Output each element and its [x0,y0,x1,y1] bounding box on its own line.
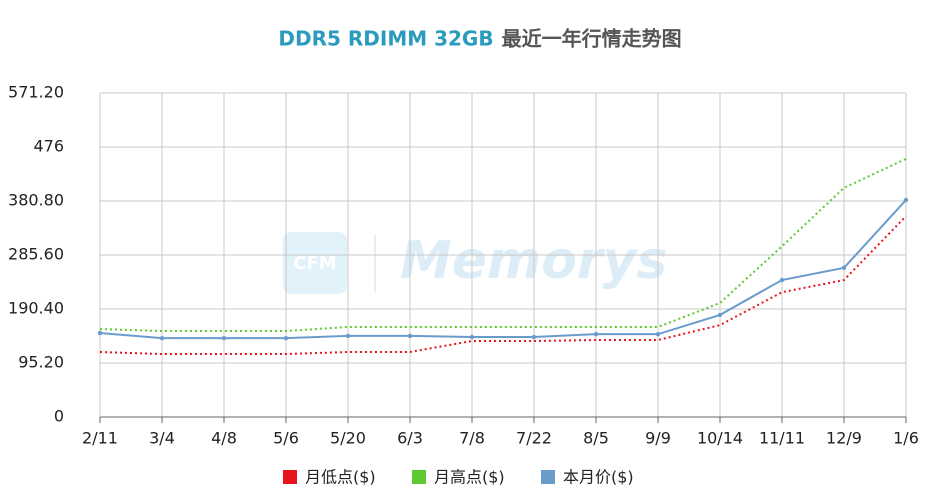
point [779,277,785,283]
point [221,335,227,341]
legend-item: 月低点($) [283,468,376,487]
legend-item: 本月价($) [541,468,634,487]
y-tick-label: 285.60 [8,245,64,264]
point [283,335,289,341]
x-tick-label: 6/3 [397,429,423,448]
chart-title-product: DDR5 RDIMM 32GB [278,27,493,51]
y-tick-label: 571.20 [8,83,64,102]
series-line [99,215,907,356]
y-tick-label: 380.80 [8,191,64,210]
x-tick-label: 11/11 [759,429,805,448]
x-tick-label: 7/22 [516,429,552,448]
point [159,335,165,341]
watermark-logo: CFM [293,253,336,274]
point [655,331,661,337]
x-tick-label: 2/11 [82,429,118,448]
point [97,330,103,336]
legend-swatch [412,470,426,484]
series-line [99,199,907,340]
y-tick-label: 0 [54,407,64,426]
legend-swatch [541,470,555,484]
point [593,331,599,337]
x-tick-label: 10/14 [697,429,743,448]
y-tick-label: 190.40 [8,299,64,318]
x-tick-label: 5/6 [273,429,299,448]
point [407,333,413,339]
x-tick-label: 5/20 [330,429,366,448]
x-tick-label: 1/6 [893,429,919,448]
x-tick-label: 3/4 [149,429,175,448]
legend-item: 月高点($) [412,468,505,487]
y-tick-label: 95.20 [18,353,64,372]
point [717,312,723,318]
x-tick-label: 4/8 [211,429,237,448]
point [841,265,847,271]
x-tick-label: 7/8 [459,429,485,448]
legend-label: 月低点($) [305,468,376,487]
legend-label: 月高点($) [434,468,505,487]
legend-label: 本月价($) [563,468,634,487]
point [469,334,475,340]
watermark-logo-box [283,232,347,294]
point [531,334,537,340]
point [345,333,351,339]
x-tick-label: 9/9 [645,429,671,448]
legend-swatch [283,470,297,484]
chart-title-text: 最近一年行情走势图 [502,27,682,51]
y-tick-label: 476 [33,137,64,156]
point [903,197,909,203]
x-tick-label: 12/9 [826,429,862,448]
x-tick-label: 8/5 [583,429,609,448]
